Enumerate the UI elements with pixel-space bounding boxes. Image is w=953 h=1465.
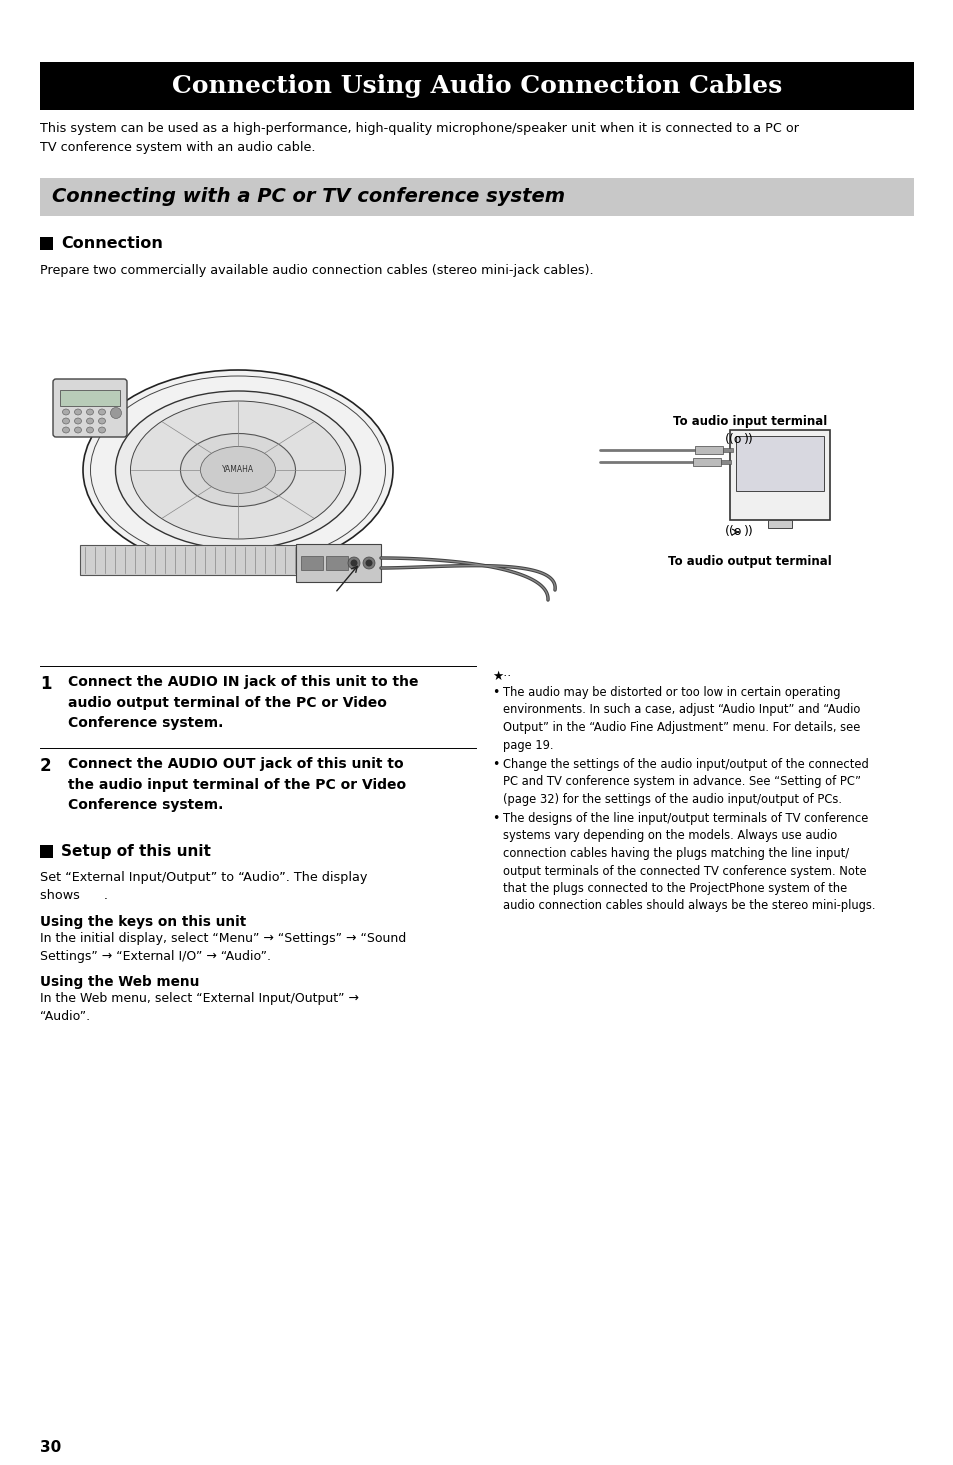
Bar [722,448,732,453]
Text: shows      .: shows . [40,889,108,902]
Text: ((o: ((o [724,434,741,447]
Ellipse shape [74,418,81,423]
Text: The designs of the line input/output terminals of TV conference
systems vary dep: The designs of the line input/output ter… [502,812,875,913]
Ellipse shape [111,407,121,419]
Text: In the Web menu, select “External Input/Output” →
“Audio”.: In the Web menu, select “External Input/… [40,992,358,1023]
Ellipse shape [63,409,70,415]
Text: To audio output terminal: To audio output terminal [667,555,831,568]
Text: •: • [492,812,498,825]
Bar [40,845,53,858]
Text: •: • [492,757,498,771]
Ellipse shape [180,434,295,507]
Ellipse shape [63,426,70,434]
Text: Connection: Connection [61,236,163,251]
Ellipse shape [87,418,93,423]
Text: •: • [492,686,498,699]
Text: Prepare two commercially available audio connection cables (stereo mini-jack cab: Prepare two commercially available audio… [40,264,593,277]
Text: Set “External Input/Output” to “Audio”. The display: Set “External Input/Output” to “Audio”. … [40,872,367,883]
Text: In the initial display, select “Menu” → “Settings” → “Sound
Settings” → “Externa: In the initial display, select “Menu” → … [40,932,406,963]
Text: )): )) [743,434,753,447]
Ellipse shape [115,391,360,549]
Ellipse shape [350,560,357,567]
Text: Connect the AUDIO OUT jack of this unit to
the audio input terminal of the PC or: Connect the AUDIO OUT jack of this unit … [68,757,406,812]
Bar [40,62,913,110]
Text: To audio input terminal: To audio input terminal [672,415,826,428]
Ellipse shape [98,409,106,415]
Ellipse shape [87,409,93,415]
Ellipse shape [74,426,81,434]
FancyBboxPatch shape [53,379,127,437]
Ellipse shape [98,418,106,423]
Text: Connect the AUDIO IN jack of this unit to the
audio output terminal of the PC or: Connect the AUDIO IN jack of this unit t… [68,675,418,730]
Text: ★··: ★·· [492,670,511,683]
Text: )): )) [743,526,753,539]
Bar [767,520,791,527]
Text: Using the keys on this unit: Using the keys on this unit [40,916,246,929]
Ellipse shape [365,560,372,567]
Ellipse shape [74,409,81,415]
Ellipse shape [98,426,106,434]
Bar [295,544,380,582]
Text: The audio may be distorted or too low in certain operating
environments. In such: The audio may be distorted or too low in… [502,686,860,752]
Ellipse shape [63,418,70,423]
Text: This system can be used as a high-performance, high-quality microphone/speaker u: This system can be used as a high-perfor… [40,122,799,154]
Text: Using the Web menu: Using the Web menu [40,976,199,989]
Bar [720,460,730,464]
Text: ((o: ((o [724,526,741,539]
Ellipse shape [200,447,275,494]
Bar [80,545,310,574]
Bar [692,459,720,466]
Ellipse shape [87,426,93,434]
Ellipse shape [83,371,393,570]
Bar [301,557,323,570]
Text: Change the settings of the audio input/output of the connected
PC and TV confere: Change the settings of the audio input/o… [502,757,868,806]
Bar [40,179,913,215]
Bar [60,390,120,406]
Text: 1: 1 [40,675,51,693]
Text: Connection Using Audio Connection Cables: Connection Using Audio Connection Cables [172,75,781,98]
Bar [729,431,829,520]
Ellipse shape [363,557,375,568]
Ellipse shape [131,401,345,539]
Text: Connecting with a PC or TV conference system: Connecting with a PC or TV conference sy… [52,188,564,207]
Bar [695,445,722,454]
Bar [40,237,53,251]
Bar [735,437,823,491]
Text: YAMAHA: YAMAHA [222,466,253,475]
Text: 2: 2 [40,757,51,775]
Bar [326,557,348,570]
Text: Setup of this unit: Setup of this unit [61,844,211,858]
Ellipse shape [348,557,359,568]
Text: 30: 30 [40,1440,61,1455]
